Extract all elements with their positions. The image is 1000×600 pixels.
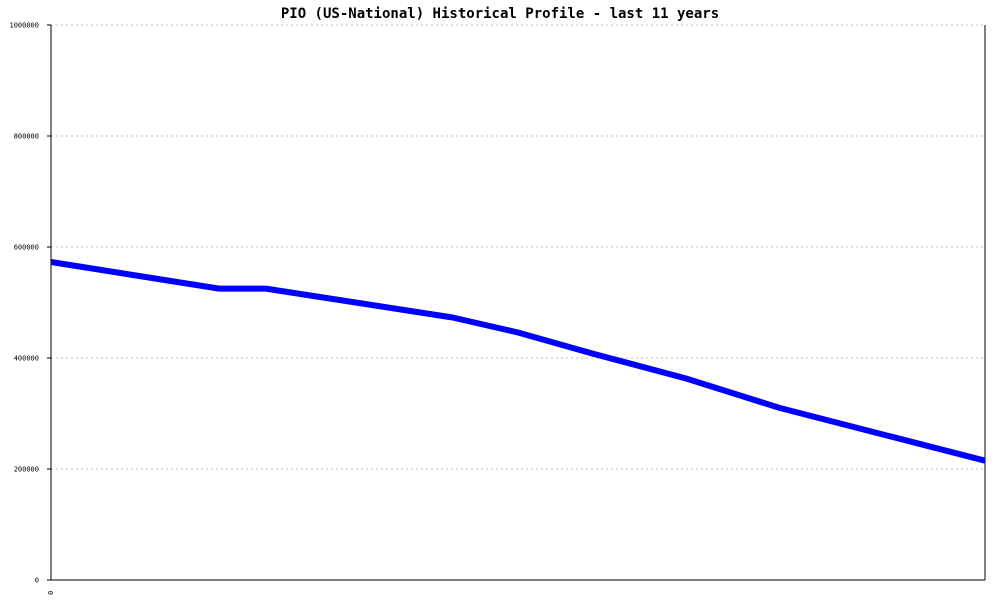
y-tick-label: 200000 xyxy=(14,466,39,474)
y-tick-label: 1000000 xyxy=(9,22,39,30)
series-line xyxy=(50,259,986,464)
y-tick-label: 0 xyxy=(35,577,39,585)
gridlines xyxy=(51,24,985,470)
x-tick-label: 0 xyxy=(47,591,55,595)
y-axis-ticks: 0 200000 400000 600000 800000 1000000 xyxy=(9,22,51,585)
y-tick-label: 800000 xyxy=(14,133,39,141)
y-tick-label: 600000 xyxy=(14,244,39,252)
chart-title: PIO (US-National) Historical Profile - l… xyxy=(281,6,719,22)
y-tick-label: 400000 xyxy=(14,355,39,363)
series-group xyxy=(50,259,986,464)
